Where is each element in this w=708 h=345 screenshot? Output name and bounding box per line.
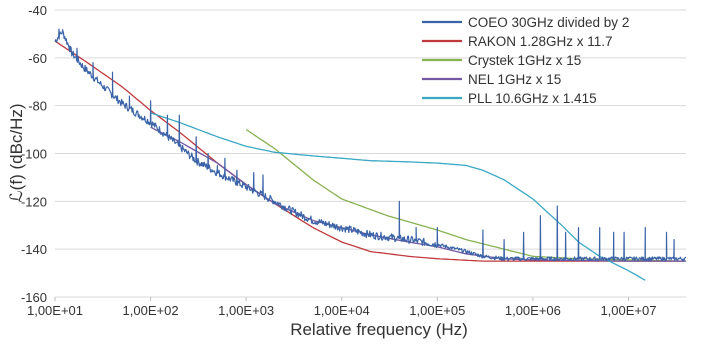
legend-label-coeo-30ghz-divided-by-2: COEO 30GHz divided by 2	[468, 15, 629, 30]
x-tick-label: 1,00E+03	[218, 303, 274, 318]
legend-label-rakon-1-28ghz-x-11-7: RAKON 1.28GHz x 11.7	[468, 34, 613, 49]
x-tick-labels: 1,00E+01 1,00E+02 1,00E+03 1,00E+04 1,00E+05…	[27, 303, 656, 318]
x-axis-title: Relative frequency (Hz)	[290, 320, 468, 339]
x-tick-label: 1,00E+02	[123, 303, 179, 318]
legend: COEO 30GHz divided by 2 RAKON 1.28GHz x 1…	[422, 15, 629, 106]
x-tick-label: 1,00E+01	[27, 303, 83, 318]
series-line-pll-10-6ghz-x-1-415	[150, 112, 646, 281]
x-tick-label: 1,00E+06	[505, 303, 561, 318]
x-tick-label: 1,00E+04	[314, 303, 370, 318]
y-tick-label: -80	[28, 99, 47, 114]
y-tick-label: -60	[28, 51, 47, 66]
y-axis-title: ℒ(f) (dBc/Hz)	[7, 103, 26, 202]
y-tick-label: -120	[21, 194, 47, 209]
y-tick-label: -40	[28, 3, 47, 18]
y-tick-label: -140	[21, 242, 47, 257]
legend-label-crystek-1ghz-x-15: Crystek 1GHz x 15	[468, 53, 581, 68]
x-tick-label: 1,00E+05	[409, 303, 465, 318]
series-line-rakon-1-28ghz-x-11-7	[54, 40, 686, 262]
grid-lines	[54, 9, 686, 301]
y-tick-label: -160	[21, 290, 47, 305]
series-line-coeo-30ghz-divided-by-2	[54, 28, 687, 262]
legend-label-nel-1ghz-x-15: NEL 1GHz x 15	[468, 72, 561, 87]
y-tick-label: -100	[21, 147, 47, 162]
series-layer	[54, 28, 687, 281]
legend-label-pll-10-6ghz-x-1-415: PLL 10.6GHz x 1.415	[468, 91, 597, 106]
y-tick-labels: -160 -140 -120 -100 -80 -60 -40	[21, 3, 47, 305]
x-tick-label: 1,00E+07	[600, 303, 656, 318]
series-line-crystek-1ghz-x-15	[245, 129, 686, 262]
